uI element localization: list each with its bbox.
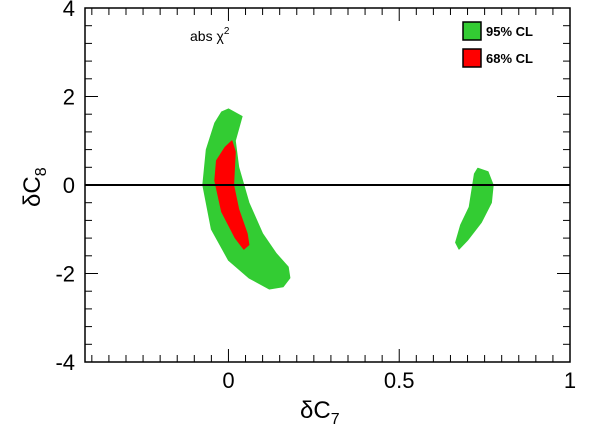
legend-label-68: 68% CL bbox=[486, 51, 533, 66]
tick-marks bbox=[85, 7, 571, 363]
chi2-annotation: abs χ2 bbox=[190, 26, 230, 44]
legend: 95% CL 68% CL bbox=[462, 21, 533, 68]
y-tick-label: -2 bbox=[55, 262, 75, 287]
x-tick-label: 0.5 bbox=[384, 368, 415, 393]
tick-labels: 0 0.5 1 -4 -2 0 2 4 bbox=[55, 0, 576, 393]
legend-swatch-68 bbox=[462, 48, 482, 68]
x-tick-label: 0 bbox=[222, 368, 234, 393]
contour-regions bbox=[202, 108, 494, 290]
y-tick-label: 4 bbox=[63, 0, 75, 21]
legend-label-95: 95% CL bbox=[486, 24, 533, 39]
region-0 bbox=[202, 108, 291, 290]
region-2 bbox=[455, 167, 494, 250]
x-axis-title: δC7 bbox=[300, 397, 340, 428]
y-tick-label: 0 bbox=[63, 173, 75, 198]
y-axis-title: δC8 bbox=[19, 167, 50, 207]
y-tick-label: 2 bbox=[63, 85, 75, 110]
x-tick-label: 1 bbox=[564, 368, 576, 393]
y-tick-label: -4 bbox=[55, 350, 75, 375]
legend-swatch-95 bbox=[462, 21, 482, 41]
